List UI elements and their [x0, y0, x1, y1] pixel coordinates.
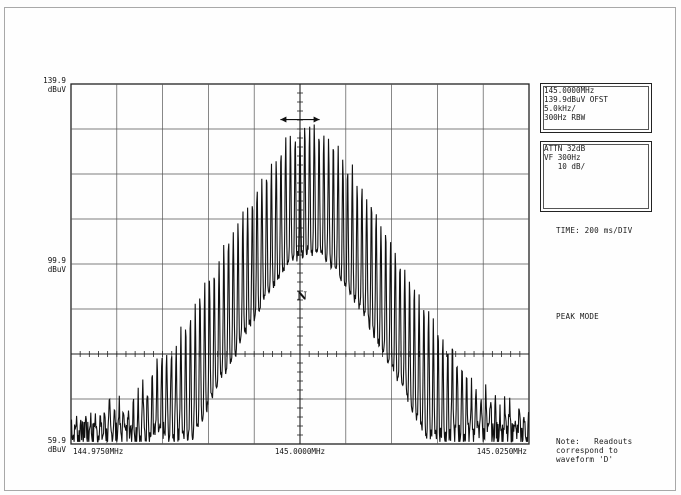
readout-box-bottom: ATTN 32dB VF 300Hz 10 dB/ [540, 141, 652, 212]
y-tick-unit: dBuV [48, 445, 67, 454]
page-frame [4, 7, 676, 491]
note-block: Note: Readouts correspond to waveform 'D… [556, 437, 632, 464]
peak-mode-label: PEAK MODE [556, 312, 599, 321]
marker-label: N [297, 290, 307, 303]
y-tick-unit: dBuV [48, 85, 67, 94]
bandwidth-arrow-right-head [313, 116, 320, 123]
spectrum-trace [70, 124, 530, 444]
y-tick-unit: dBuV [48, 265, 67, 274]
time-per-div-label: TIME: 200 ms/DIV [556, 226, 633, 235]
annotation-layer: N [280, 116, 320, 303]
readout-box-top: 145.0000MHz 139.9dBuV OFST 5.0kHz/ 300Hz… [540, 83, 652, 133]
x-tick-label: 144.9750MHz [73, 447, 123, 456]
readout-offset: 139.9dBuV OFST [544, 95, 609, 104]
note-line-3: waveform 'D' [556, 455, 614, 464]
note-line-1: Note: Readouts [556, 437, 633, 446]
x-tick-label: 145.0250MHz [477, 447, 527, 456]
y-tick-label: 99.9 [48, 256, 67, 265]
y-tick-label: 139.9 [43, 76, 66, 85]
readout-center-freq: 145.0000MHz [544, 86, 595, 95]
bandwidth-arrow-left-head [280, 116, 287, 123]
readout-span: 5.0kHz/ [544, 104, 577, 113]
readout-rbw: 300Hz RBW [544, 113, 586, 122]
trace-layer [70, 124, 530, 444]
note-line-2: correspond to [556, 446, 619, 455]
readout-scale: 10 dB/ [544, 162, 586, 171]
y-tick-label: 59.9 [48, 436, 67, 445]
x-tick-label: 145.0000MHz [275, 447, 325, 456]
readout-vf: VF 300Hz [544, 153, 581, 162]
readout-attn: ATTN 32dB [544, 144, 586, 153]
